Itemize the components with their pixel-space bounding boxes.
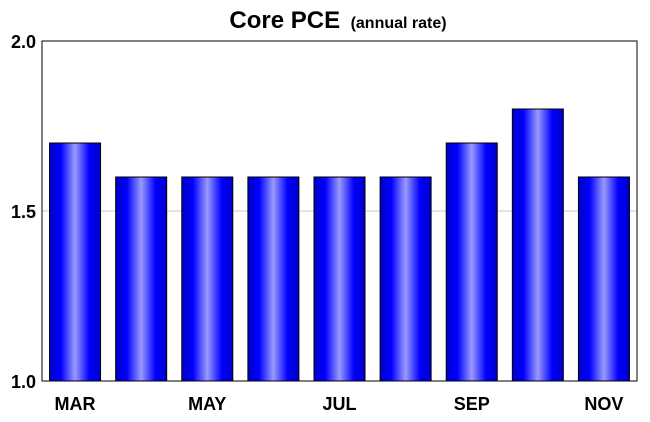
bar-jul <box>313 176 366 382</box>
bar-sep <box>445 142 498 382</box>
x-tick-label: NOV <box>584 394 623 414</box>
x-tick-label: SEP <box>454 394 490 414</box>
plot-frame <box>41 40 638 382</box>
bar-mar <box>49 142 102 382</box>
bar-oct <box>511 108 564 382</box>
bar-jun <box>247 176 300 382</box>
bars <box>49 108 630 382</box>
x-tick-label: MAY <box>188 394 226 414</box>
y-tick-label: 1.5 <box>11 202 36 222</box>
x-tick-label: JUL <box>322 394 356 414</box>
y-axis-ticks: 1.0 1.5 2.0 <box>11 32 36 392</box>
bar-may <box>181 176 234 382</box>
chart-title: Core PCE (annual rate) <box>229 7 446 34</box>
x-axis-ticks: MAR MAY JUL SEP NOV <box>55 394 624 414</box>
y-tick-label: 1.0 <box>11 372 36 392</box>
chart-title-subtitle: (annual rate) <box>351 15 447 32</box>
bar-aug <box>379 176 432 382</box>
bar-apr <box>115 176 168 382</box>
bar-nov <box>577 176 630 382</box>
y-tick-label: 2.0 <box>11 32 36 52</box>
chart-title-main: Core PCE <box>229 7 340 34</box>
x-tick-label: MAR <box>55 394 96 414</box>
